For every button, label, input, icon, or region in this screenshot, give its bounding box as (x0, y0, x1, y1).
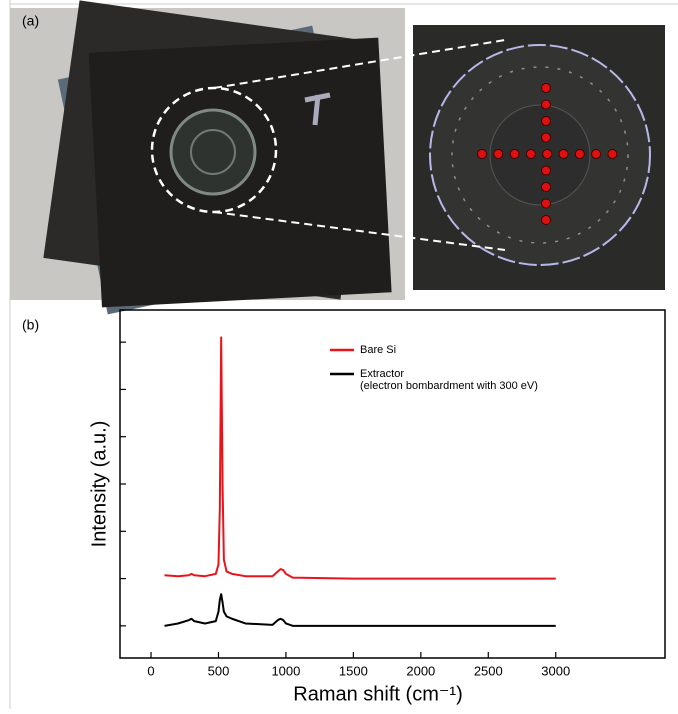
measure-dot (525, 149, 536, 159)
y-axis-label: Intensity (a.u.) (88, 421, 110, 548)
measure-dot (542, 149, 553, 159)
legend-note: (electron bombardment with 300 eV) (360, 380, 538, 392)
legend-label: Extractor (360, 368, 404, 380)
measure-dot (541, 165, 551, 176)
x-tick-label: 3000 (541, 663, 570, 678)
x-axis-label: Raman shift (cm⁻¹) (293, 683, 462, 705)
panel-label: (a) (22, 13, 39, 29)
measure-dot (541, 132, 551, 143)
measure-dot (607, 149, 618, 159)
photo-right (413, 25, 665, 290)
measure-dot (509, 149, 520, 159)
x-tick-label: 2500 (474, 663, 503, 678)
measure-dot (541, 83, 551, 93)
measure-dot (541, 198, 551, 209)
measure-dot (541, 182, 551, 192)
legend-label: Bare Si (360, 344, 396, 356)
measure-dot (493, 149, 504, 159)
measure-dot (591, 149, 602, 159)
panel-label: (b) (22, 317, 39, 333)
zoom-line (213, 211, 506, 251)
x-tick-label: 1000 (271, 663, 300, 678)
measure-dot (541, 99, 551, 110)
x-tick-label: 500 (208, 663, 230, 678)
series-line (164, 336, 556, 580)
photo-left (10, 0, 405, 315)
zoom-line (213, 39, 506, 89)
x-tick-label: 0 (147, 663, 154, 678)
plot-frame (119, 309, 666, 659)
series-line (164, 593, 556, 627)
measure-dot (558, 149, 569, 159)
x-tick-label: 1500 (339, 663, 368, 678)
x-tick-label: 2000 (406, 663, 435, 678)
measure-dot (541, 215, 551, 225)
measure-dot (541, 116, 551, 126)
measure-dot (574, 149, 585, 159)
measure-dot (477, 149, 487, 159)
